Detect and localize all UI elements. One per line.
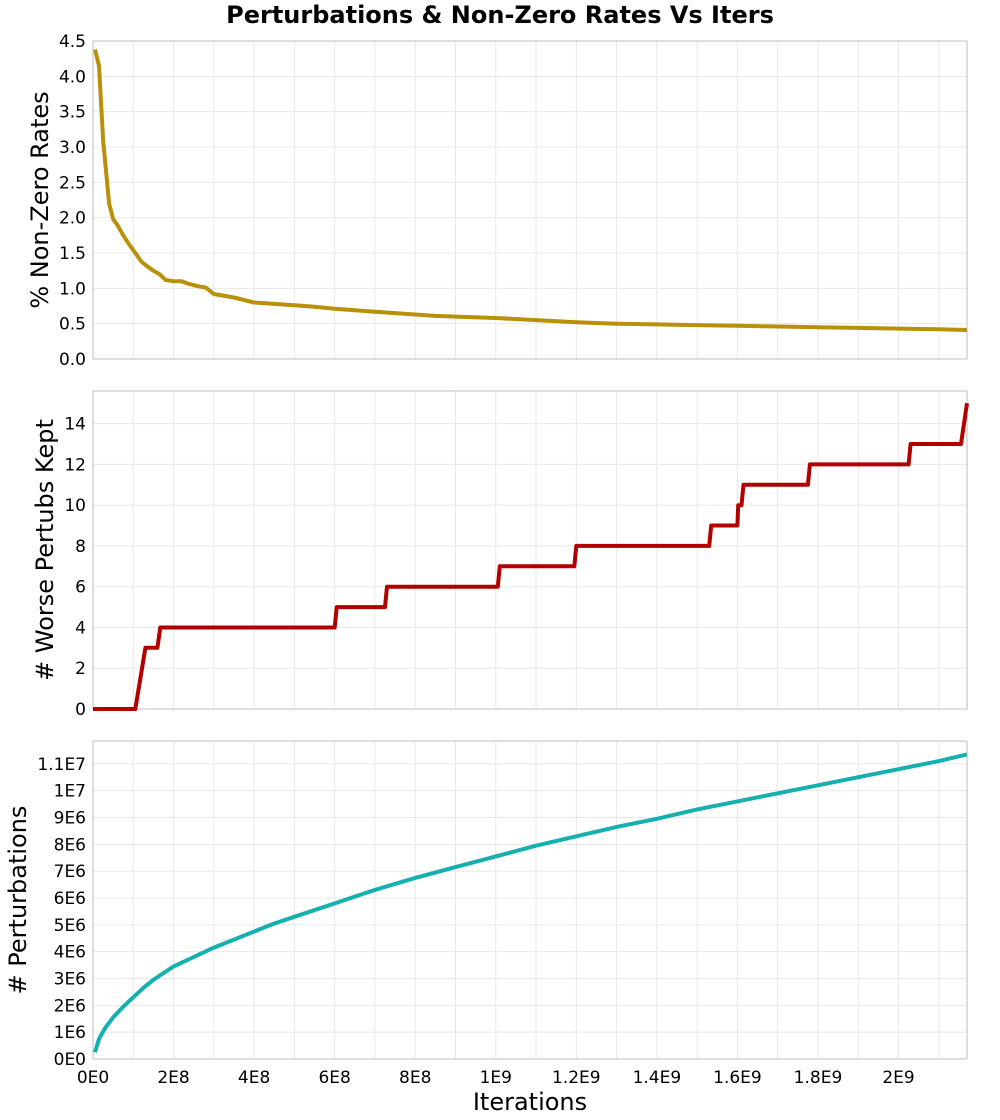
x-tick-label: 2E8 [157,1068,189,1088]
worse-pertubs-panel: 0 2 4 6 8 10 12 14 # Worse Pertubs Kept [31,390,969,720]
rates-y-tick-label: 1.5 [59,244,86,264]
rates-y-tick-label: 2.0 [59,209,86,229]
x-axis-label: Iterations [473,1088,587,1116]
perturbations-y-tick-label: 9E6 [54,808,86,828]
worse-pertubs-y-tick-label: 8 [75,537,86,557]
perturbations-series-line [93,752,968,1053]
x-tick-label: 2E9 [882,1068,914,1088]
rates-y-tick-label: 3.5 [59,103,86,123]
worse-pertubs-y-tick-label: 0 [75,700,86,720]
worse-pertubs-series-line [93,402,969,711]
rates-y-tick-label: 0.5 [59,315,86,335]
rates-y-axis-label: % Non-Zero Rates [26,91,54,308]
x-axis-ticks: 0E0 2E8 4E8 6E8 8E8 1E9 1.2E9 1.4E9 1.6E9 1.8E9 2E… [77,1068,915,1088]
rates-plot-frame [92,40,968,360]
perturbations-y-tick-label: 1E7 [54,782,86,802]
perturbations-y-axis-label: # Perturbations [4,806,32,995]
perturbations-y-tick-label: 4E6 [54,943,86,963]
perturbations-plot-frame [92,740,968,1060]
rates-y-tick-label: 3.0 [59,138,86,158]
perturbations-y-tick-label: 8E6 [54,835,86,855]
worse-pertubs-y-tick-label: 14 [64,415,86,435]
x-tick-label: 1.6E9 [713,1068,762,1088]
worse-pertubs-y-tick-label: 12 [64,455,86,475]
rates-y-tick-label: 1.0 [59,279,86,299]
rates-panel: 0.0 0.5 1.0 1.5 2.0 2.5 3.0 3.5 4.0 4.5 % Non-Zer… [26,32,968,370]
chart-title: Perturbations & Non-Zero Rates Vs Iters [226,1,774,29]
x-tick-label: 1.4E9 [633,1068,682,1088]
perturbations-y-tick-label: 7E6 [54,862,86,882]
perturbations-panel: 0E0 1E6 2E6 3E6 4E6 5E6 6E6 7E6 8E6 9E6 1E7 1.1E7 #… [4,740,968,1070]
x-tick-label: 1E9 [480,1068,512,1088]
x-tick-label: 0E0 [77,1068,109,1088]
x-tick-label: 8E8 [399,1068,431,1088]
x-tick-label: 1.8E9 [794,1068,843,1088]
rates-y-tick-label: 4.5 [59,32,86,52]
perturbations-y-tick-label: 6E6 [54,889,86,909]
perturbations-y-tick-label: 0E0 [54,1050,86,1070]
perturbations-y-tick-label: 2E6 [54,996,86,1016]
rates-y-tick-label: 0.0 [59,350,86,370]
worse-pertubs-y-tick-label: 4 [75,618,86,638]
worse-pertubs-y-axis-label: # Worse Pertubs Kept [31,419,59,681]
perturbations-y-tick-label: 3E6 [54,969,86,989]
rates-series-line [93,49,968,332]
x-tick-label: 1.2E9 [552,1068,601,1088]
perturbations-y-tick-label: 1.1E7 [37,755,86,775]
x-tick-label: 6E8 [318,1068,350,1088]
worse-pertubs-y-tick-label: 10 [64,496,86,516]
rates-y-tick-label: 4.0 [59,67,86,87]
worse-pertubs-plot-frame [92,390,968,710]
worse-pertubs-y-tick-label: 2 [75,659,86,679]
rates-y-tick-label: 2.5 [59,173,86,193]
perturbations-y-tick-label: 5E6 [54,916,86,936]
x-tick-label: 4E8 [238,1068,270,1088]
worse-pertubs-y-tick-label: 6 [75,578,86,598]
perturbations-y-tick-label: 1E6 [54,1023,86,1043]
